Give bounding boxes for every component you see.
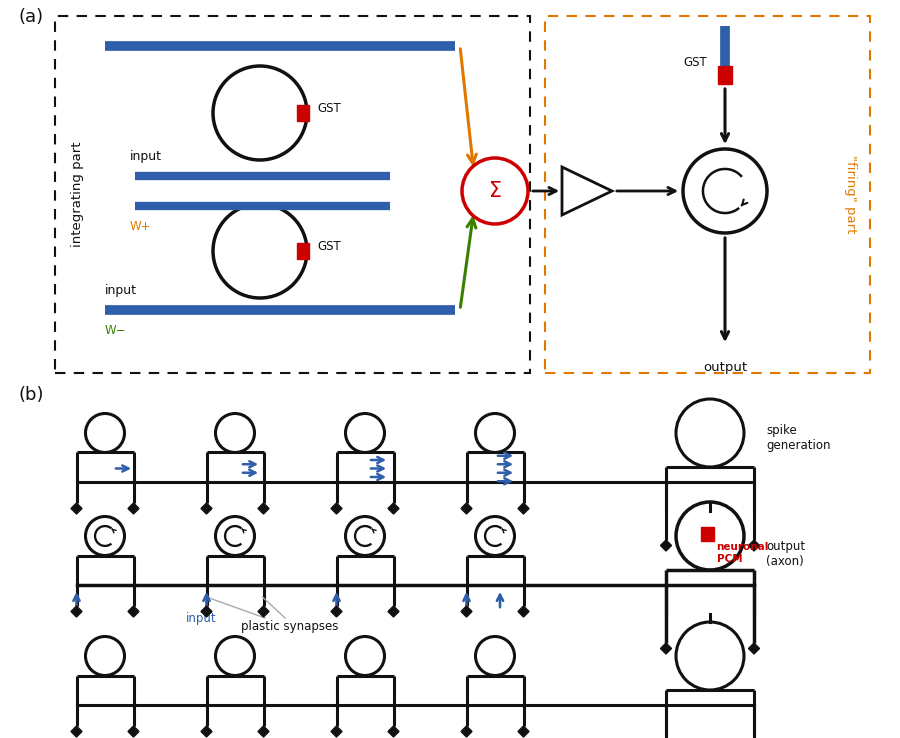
Polygon shape bbox=[661, 643, 671, 654]
Polygon shape bbox=[518, 503, 529, 514]
Polygon shape bbox=[201, 606, 212, 617]
Polygon shape bbox=[258, 726, 269, 737]
Text: "firing" part: "firing" part bbox=[843, 155, 857, 234]
Polygon shape bbox=[331, 606, 342, 617]
Polygon shape bbox=[71, 503, 82, 514]
Text: spike
generation: spike generation bbox=[766, 424, 831, 452]
Bar bbox=[718, 66, 732, 84]
Polygon shape bbox=[461, 503, 472, 514]
Polygon shape bbox=[201, 726, 212, 737]
Bar bbox=[297, 243, 309, 259]
Polygon shape bbox=[461, 606, 472, 617]
Bar bbox=[297, 105, 309, 121]
Polygon shape bbox=[388, 606, 399, 617]
Polygon shape bbox=[388, 503, 399, 514]
Text: W+: W+ bbox=[130, 220, 151, 233]
Polygon shape bbox=[201, 503, 212, 514]
Text: $\Sigma$: $\Sigma$ bbox=[488, 181, 502, 201]
Text: (a): (a) bbox=[18, 8, 43, 26]
Polygon shape bbox=[331, 503, 342, 514]
Polygon shape bbox=[71, 606, 82, 617]
Bar bbox=[55, 16, 530, 373]
Text: plastic synapses: plastic synapses bbox=[241, 620, 338, 633]
Text: output
(axon): output (axon) bbox=[766, 540, 806, 568]
Polygon shape bbox=[661, 540, 671, 551]
Polygon shape bbox=[749, 540, 760, 551]
Bar bbox=[545, 16, 870, 373]
Polygon shape bbox=[461, 726, 472, 737]
Text: neuronal
PCM: neuronal PCM bbox=[716, 542, 769, 564]
Text: input: input bbox=[130, 150, 162, 163]
Text: GST: GST bbox=[317, 241, 341, 253]
Polygon shape bbox=[128, 726, 139, 737]
Polygon shape bbox=[518, 726, 529, 737]
Text: input: input bbox=[105, 284, 137, 297]
Polygon shape bbox=[518, 606, 529, 617]
Text: (b): (b) bbox=[18, 386, 43, 404]
Polygon shape bbox=[258, 606, 269, 617]
Bar bbox=[700, 527, 714, 541]
Polygon shape bbox=[388, 726, 399, 737]
Text: input: input bbox=[186, 612, 217, 625]
Text: GST: GST bbox=[317, 103, 341, 116]
Polygon shape bbox=[331, 726, 342, 737]
Text: output: output bbox=[703, 361, 747, 374]
Text: W−: W− bbox=[105, 324, 127, 337]
Polygon shape bbox=[258, 503, 269, 514]
Text: integrating part: integrating part bbox=[70, 142, 84, 247]
Polygon shape bbox=[749, 643, 760, 654]
Polygon shape bbox=[128, 606, 139, 617]
Text: GST: GST bbox=[683, 57, 707, 69]
Polygon shape bbox=[128, 503, 139, 514]
Polygon shape bbox=[71, 726, 82, 737]
